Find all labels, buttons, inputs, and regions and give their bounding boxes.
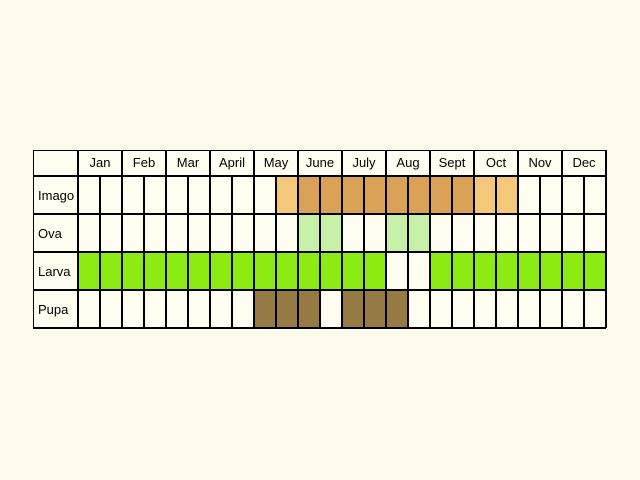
month-label: Mar <box>177 155 200 170</box>
month-label: June <box>306 155 334 170</box>
month-label: Nov <box>528 155 552 170</box>
month-label: May <box>264 155 289 170</box>
phenology-chart: Jan Feb Mar April May June July Aug Sept Oct Nov De… <box>33 150 607 329</box>
month-label: July <box>352 155 376 170</box>
stage-label: Imago <box>38 188 74 203</box>
month-label: Oct <box>486 155 507 170</box>
month-label: Jan <box>90 155 111 170</box>
month-label: April <box>219 155 245 170</box>
month-label: Feb <box>133 155 155 170</box>
month-label: Dec <box>572 155 596 170</box>
bar-pupa <box>342 290 408 328</box>
stage-label: Pupa <box>38 302 69 317</box>
month-label: Aug <box>396 155 419 170</box>
bar-pupa <box>254 290 320 328</box>
stage-label: Larva <box>38 264 71 279</box>
stage-label: Ova <box>38 226 63 241</box>
month-label: Sept <box>439 155 466 170</box>
labels: Jan Feb Mar April May June July Aug Sept Oct Nov De… <box>38 155 596 317</box>
grid-lines <box>33 150 607 329</box>
